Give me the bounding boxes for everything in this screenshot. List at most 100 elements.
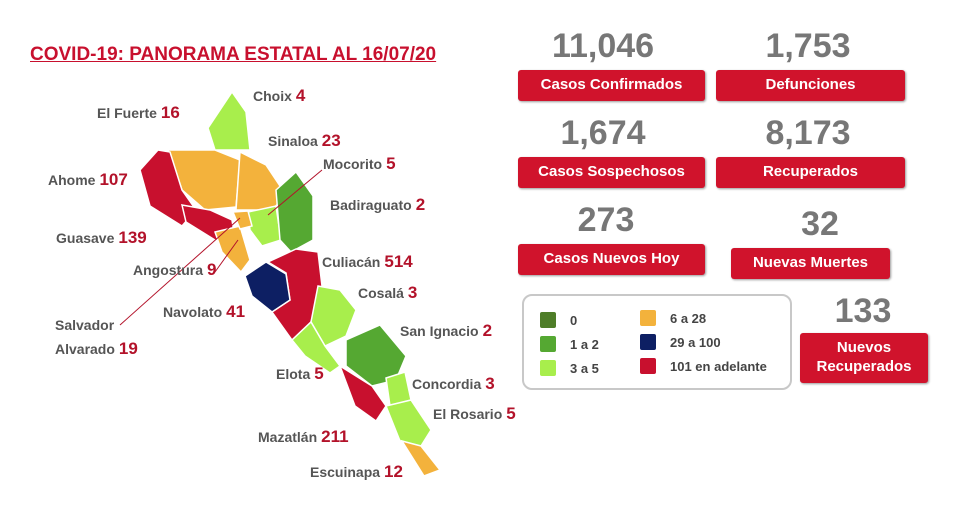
municipality-label: Mazatlán 211 [258,425,349,450]
legend-swatch [540,312,556,328]
municipality-count: 107 [99,170,128,189]
municipality-name: Sinaloa [268,133,318,149]
stat-value: 8,173 [765,114,851,152]
municipality-name: Elota [276,366,311,382]
municipality-name: San Ignacio [400,323,479,339]
municipality-count: 2 [482,321,493,340]
stat-label: Recuperados [716,157,905,188]
legend-swatch [640,358,656,374]
stat-value: 133 [834,292,892,330]
stat-value: 1,674 [560,114,646,152]
municipality-count: 5 [314,364,324,383]
legend-swatch [540,360,556,376]
stat-value: 32 [801,205,839,243]
stat-label: Nuevas Muertes [731,248,890,279]
municipality-name: Mocorito [323,156,383,172]
municipality-label: Concordia 3 [412,372,495,397]
legend-label: 0 [570,312,578,328]
municipality-name: Concordia [412,376,482,392]
municipality-name: Ahome [48,172,96,188]
municipality-count: 4 [295,86,306,105]
legend-label: 1 a 2 [570,336,599,352]
legend-swatch [540,336,556,352]
municipality-count: 12 [384,462,403,481]
legend-item: 101 en adelante [640,358,767,374]
legend-item: 3 a 5 [540,360,599,376]
municipality-label: Mocorito 5 [323,152,396,177]
municipality-count: 16 [160,103,180,122]
municipality-region [338,364,387,423]
legend-label: 29 a 100 [670,334,721,350]
stat-value: 273 [577,201,635,239]
municipality-region [275,170,314,253]
municipality-count: 5 [386,154,396,173]
municipality-name: Angostura [133,262,203,278]
stat-label: Casos Confirmados [518,70,705,101]
municipality-name: Salvador Alvarado [55,317,115,358]
municipality-count: 139 [118,228,147,247]
municipality-label: Culiacán 514 [322,250,413,275]
municipality-count: 3 [407,283,418,302]
municipality-label: El Rosario 5 [433,402,516,427]
municipality-region [247,205,282,247]
municipality-count: 514 [384,252,413,271]
stat-label: Casos Sospechosos [518,157,705,188]
municipality-count: 9 [207,260,217,279]
stat-label: Defunciones [716,70,905,101]
municipality-name: Culiacán [322,254,381,270]
municipality-name: Guasave [56,230,115,246]
legend-item: 29 a 100 [640,334,721,350]
municipality-count: 2 [415,195,426,214]
municipality-region [207,90,251,151]
municipality-count: 3 [485,374,495,393]
municipality-name: El Fuerte [97,105,157,121]
municipality-label: Ahome 107 [48,168,128,193]
municipality-region [400,439,442,477]
legend-label: 3 a 5 [570,360,599,376]
municipality-name: Escuinapa [310,464,381,480]
municipality-label: El Fuerte 16 [97,101,180,126]
municipality-label: Cosalá 3 [358,281,417,306]
municipality-label: Sinaloa 23 [268,129,341,154]
municipality-label: Guasave 139 [56,226,147,251]
municipality-label: Angostura 9 [133,258,216,283]
municipality-name: Cosalá [358,285,404,301]
municipality-region [384,399,432,447]
legend-item: 1 a 2 [540,336,599,352]
legend-label: 6 a 28 [670,310,707,326]
municipality-label: Elota 5 [276,362,324,387]
municipality-name: Badiraguato [330,197,412,213]
stat-label: Nuevos Recuperados [800,333,928,383]
municipality-count: 41 [226,302,246,321]
title: COVID-19: PANORAMA ESTATAL AL 16/07/20 [30,44,437,65]
municipality-label: Salvador Alvarado 19 [55,314,141,362]
legend-label: 101 en adelante [670,358,767,374]
municipality-label: Choix 4 [253,84,305,109]
legend-swatch [640,310,656,326]
legend-item: 6 a 28 [640,310,706,326]
municipality-label: Navolato 41 [163,300,245,325]
pointer-line [214,239,239,273]
pointer-line [267,169,323,216]
stat-value: 11,046 [551,27,655,65]
municipality-region [231,210,253,230]
stat-label: Casos Nuevos Hoy [518,244,705,275]
legend-swatch [640,334,656,350]
municipality-label: Badiraguato 2 [330,193,425,218]
municipality-name: Navolato [163,304,223,320]
municipality-region [244,261,291,313]
municipality-count: 19 [118,339,138,359]
municipality-name: El Rosario [433,406,503,422]
legend: 0 1 a 2 3 a 5 6 a 28 29 a 100 101 en adelante [522,294,792,390]
municipality-name: Choix [253,88,292,104]
municipality-region [214,225,251,274]
legend-item: 0 [540,312,577,328]
municipality-count: 211 [321,427,349,446]
municipality-name: Mazatlán [258,429,318,445]
municipality-label: San Ignacio 2 [400,319,492,344]
municipality-count: 5 [506,404,516,423]
municipality-label: Escuinapa 12 [310,460,403,485]
pointer-line [119,217,241,326]
